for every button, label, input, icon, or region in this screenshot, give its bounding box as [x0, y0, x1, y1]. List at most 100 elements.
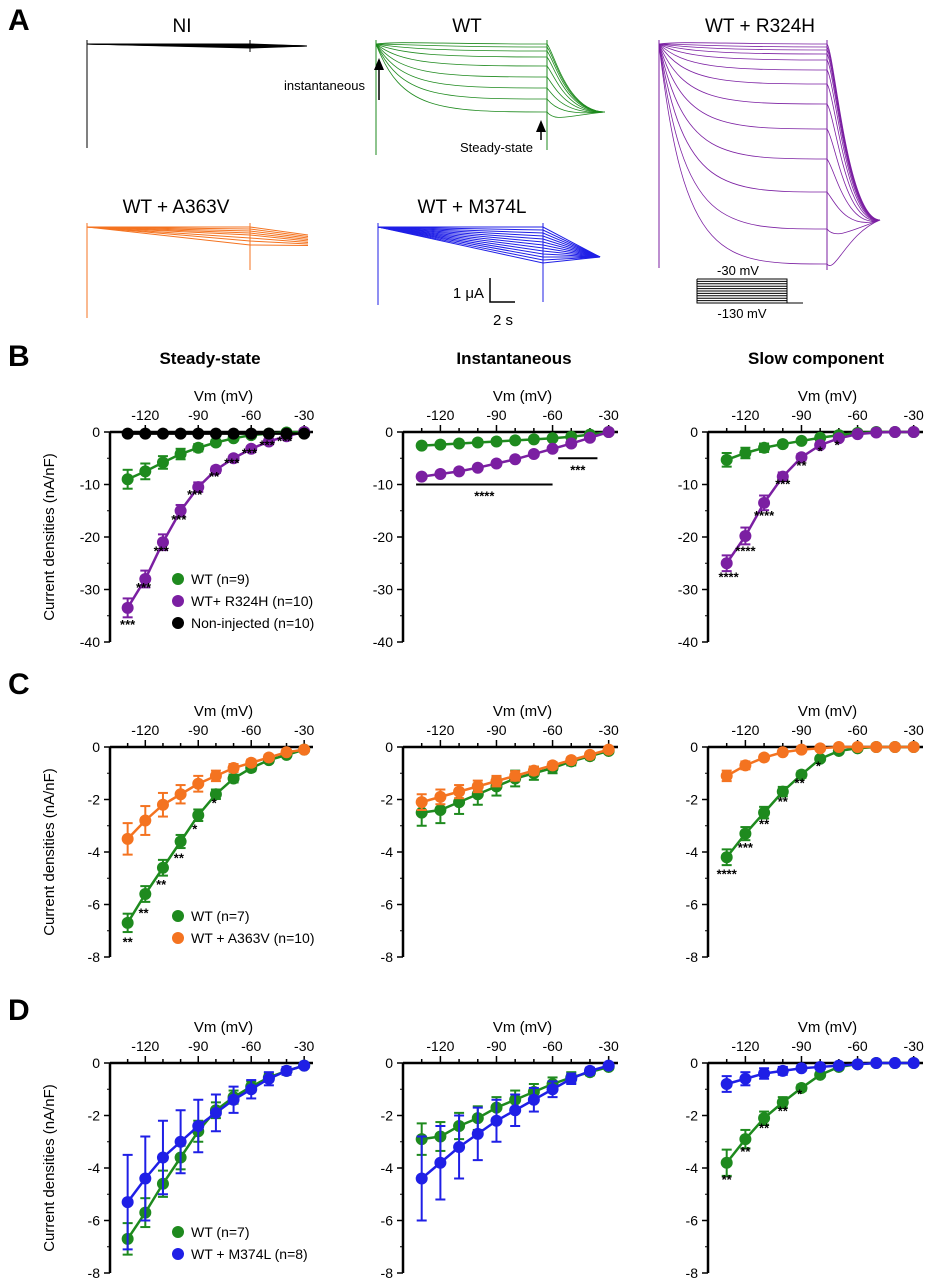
scale-bar — [489, 278, 515, 303]
data-point — [814, 742, 827, 755]
series-m374l — [415, 1059, 615, 1222]
data-point — [602, 1059, 615, 1072]
series-a363v — [121, 743, 311, 856]
sweep-trace — [658, 42, 881, 221]
data-point — [192, 427, 205, 440]
sweep-trace — [377, 226, 601, 258]
data-point — [174, 504, 187, 517]
data-point — [280, 1064, 293, 1077]
x-axis-label: Vm (mV) — [798, 703, 857, 720]
data-point — [471, 461, 484, 474]
y-tick-label: -30 — [678, 582, 698, 598]
data-point — [415, 1172, 428, 1185]
data-point — [434, 468, 447, 480]
data-point — [280, 427, 293, 440]
data-point — [720, 453, 733, 466]
y-axis-label: Current densities (nA/nF) — [41, 768, 58, 936]
significance-label: *** — [277, 434, 293, 449]
data-point — [245, 1083, 258, 1096]
data-point — [758, 496, 771, 509]
data-point — [907, 426, 920, 438]
sweep-trace — [375, 43, 606, 113]
x-axis-label: Vm (mV) — [798, 1019, 857, 1036]
significance-label: *** — [738, 840, 754, 855]
panel-letter-a: A — [8, 4, 30, 37]
data-point — [174, 1135, 187, 1148]
data-point — [546, 1083, 559, 1096]
data-point — [156, 536, 169, 549]
data-point — [583, 1064, 596, 1077]
significance-label: * — [192, 822, 198, 837]
data-point — [139, 573, 152, 585]
sweep-trace — [375, 43, 606, 114]
data-point — [298, 427, 311, 440]
sweep-trace — [377, 226, 601, 258]
significance-label: ** — [209, 469, 220, 484]
sweep-trace — [86, 226, 309, 239]
x-tick-label: -60 — [241, 1038, 261, 1054]
trace-title-m374l: WT + M374L — [418, 197, 527, 218]
y-tick-label: -30 — [80, 582, 100, 598]
significance-label: *** — [242, 446, 258, 461]
data-point — [739, 447, 752, 459]
data-point — [602, 743, 615, 756]
y-tick-label: -8 — [686, 1265, 699, 1280]
x-tick-label: -30 — [599, 722, 619, 738]
data-point — [415, 470, 428, 483]
panel-letter-d: D — [8, 994, 30, 1027]
x-tick-label: -120 — [426, 722, 454, 738]
data-point — [209, 1106, 222, 1119]
data-point — [888, 741, 901, 753]
x-axis-label: Vm (mV) — [194, 388, 253, 405]
data-point — [139, 465, 152, 478]
data-point — [192, 1120, 205, 1132]
data-point — [121, 427, 134, 440]
data-point — [174, 788, 187, 801]
series-a363v — [415, 743, 615, 811]
y-axis-label: Current densities (nA/nF) — [41, 1084, 58, 1252]
legend-marker — [172, 617, 184, 629]
significance-label: **** — [474, 489, 495, 504]
y-tick-label: -2 — [88, 1108, 101, 1124]
data-point — [192, 441, 205, 454]
series-r324h — [720, 426, 920, 573]
data-point — [583, 431, 596, 444]
series-line — [126, 1064, 305, 1240]
x-tick-label: -60 — [847, 1038, 867, 1054]
current-trace-ni — [86, 40, 308, 148]
data-point — [509, 434, 522, 447]
data-point — [121, 832, 134, 845]
sweep-trace — [377, 226, 601, 258]
data-point — [139, 888, 152, 900]
significance-label: * — [816, 759, 822, 774]
sweep-trace — [377, 226, 601, 261]
sweep-trace — [377, 226, 600, 258]
x-tick-label: -30 — [904, 722, 924, 738]
significance-label: ** — [795, 776, 806, 791]
data-point — [471, 436, 484, 449]
data-point — [509, 453, 522, 466]
sweep-trace — [86, 226, 309, 240]
data-point — [453, 465, 466, 478]
data-point — [795, 768, 808, 781]
data-point — [546, 759, 559, 772]
sweep-trace — [86, 226, 309, 246]
y-axis-label: Current densities (nA/nF) — [41, 453, 58, 621]
y-tick-label: -20 — [80, 529, 100, 545]
y-tick-label: -6 — [686, 897, 699, 913]
significance-label: ** — [759, 1121, 770, 1136]
legend-marker — [172, 573, 184, 585]
y-tick-label: -4 — [88, 844, 101, 860]
significance-label: ** — [778, 1104, 789, 1119]
significance-label: *** — [136, 580, 152, 595]
x-axis-label: Vm (mV) — [194, 1019, 253, 1036]
data-point — [139, 1172, 152, 1185]
sweep-trace — [377, 226, 601, 264]
column-title-steady-state: Steady-state — [159, 349, 260, 368]
data-point — [851, 428, 864, 441]
